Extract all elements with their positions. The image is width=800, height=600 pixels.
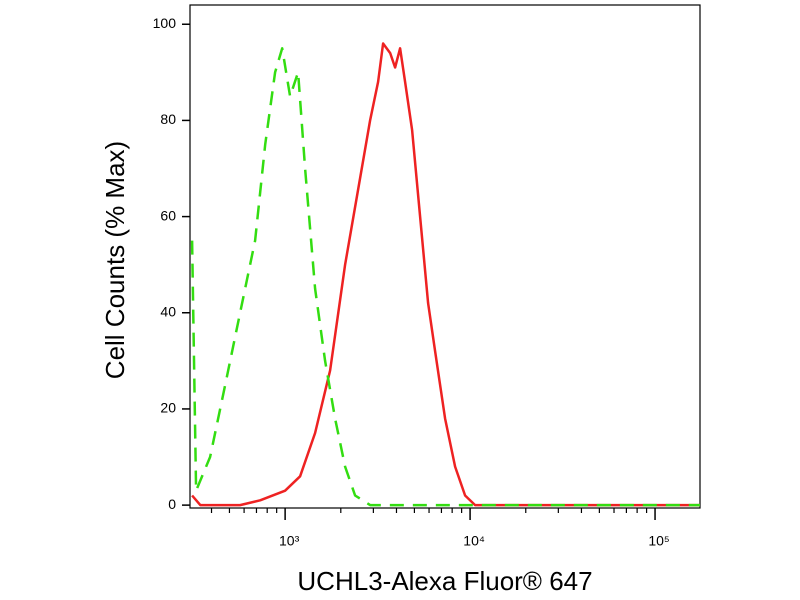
- x-tick-label: 10⁴: [463, 533, 485, 549]
- plot-frame: [189, 4, 701, 509]
- y-tick-label: 0: [168, 496, 176, 512]
- y-tick-label: 100: [153, 15, 177, 31]
- y-tick-label: 40: [160, 303, 176, 319]
- series-line: [191, 42, 700, 507]
- y-tick-label: 60: [160, 207, 176, 223]
- series-line: [190, 47, 700, 507]
- x-axis-title: UCHL3-Alexa Fluor® 647: [297, 566, 592, 596]
- x-tick-label: 10⁵: [648, 533, 669, 549]
- y-tick-label: 20: [160, 400, 176, 416]
- y-axis-title: Cell Counts (% Max): [100, 141, 130, 379]
- x-tick-label: 10³: [279, 533, 300, 549]
- y-tick-label: 80: [160, 111, 176, 127]
